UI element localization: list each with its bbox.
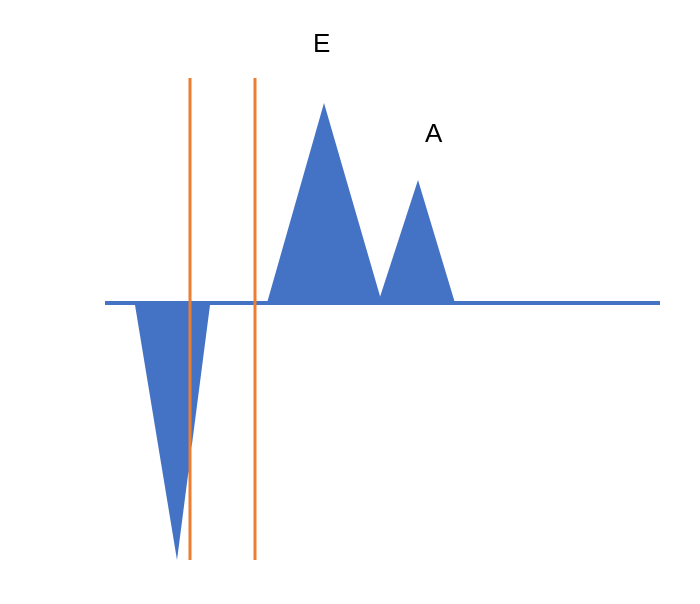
label-e: E [313,28,330,59]
peak-e [267,103,382,303]
label-a: A [425,118,442,149]
diagram-canvas: E A [0,0,700,604]
down-spike [135,305,210,560]
peak-a [378,180,455,303]
diagram-svg [0,0,700,604]
